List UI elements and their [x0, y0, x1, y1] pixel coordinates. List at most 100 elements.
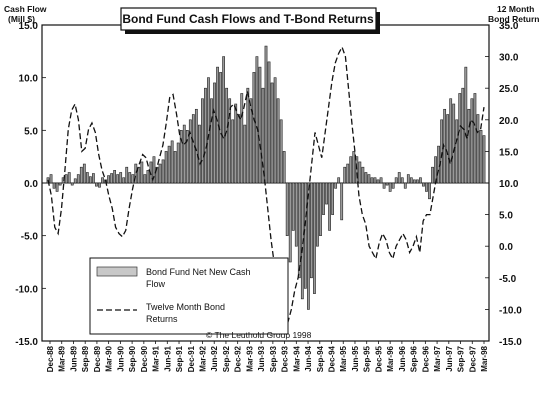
cash-flow-bar [276, 98, 280, 184]
x-tick-label: Mar-97 [433, 345, 442, 371]
x-tick-label: Dec-95 [374, 345, 383, 372]
cash-flow-bar [167, 145, 171, 184]
cash-flow-bar [240, 93, 244, 184]
x-tick-label: Mar-91 [152, 345, 161, 371]
cash-flow-bar [282, 151, 286, 184]
x-tick-label: Dec-96 [421, 345, 430, 372]
cash-flow-bar [158, 163, 162, 184]
cash-flow-bar [273, 77, 277, 184]
cash-flow-bar [176, 142, 180, 184]
cash-flow-bars [46, 45, 486, 310]
cash-flow-bar [164, 151, 168, 184]
cash-flow-bar [58, 182, 62, 186]
cash-flow-bar [261, 87, 265, 184]
x-tick-label: Sep-91 [175, 345, 184, 372]
cash-flow-bar [331, 182, 334, 215]
cash-flow-bar [64, 174, 68, 184]
right-tick-label: 30.0 [499, 53, 519, 64]
cash-flow-bar [428, 182, 431, 200]
left-tick-label: 5.0 [24, 126, 38, 137]
cash-flow-bar [455, 119, 459, 184]
right-tick-label: 20.0 [499, 116, 519, 127]
cash-flow-bar [440, 119, 443, 184]
legend: Bond Fund Net New Cash Flow Twelve Month… [89, 257, 289, 335]
x-tick-label: Sep-97 [457, 345, 466, 372]
x-tick-label: Sep-96 [410, 345, 419, 372]
right-y-axis: 12 Month Bond Return 35.0 30.0 25.0 20.0 15.… [485, 4, 539, 348]
x-tick-label: Sep-92 [222, 345, 231, 372]
cash-flow-bar [361, 166, 365, 184]
cash-flow-bar [322, 182, 325, 215]
x-axis: Dec-88 Mar-89 Jun-89 Sep-89 Dec-89 Mar-90 Jun-… [46, 341, 489, 372]
cash-flow-bar [252, 72, 256, 184]
x-tick-label: Jun-96 [398, 345, 407, 371]
cash-flow-bar [328, 182, 331, 231]
cash-flow-bar [397, 172, 401, 184]
cash-flow-bar [473, 93, 477, 184]
cash-flow-bar [182, 124, 186, 184]
cash-flow-bar [73, 178, 77, 184]
cash-flow-bar [297, 182, 301, 279]
cash-flow-bar [294, 182, 298, 247]
cash-flow-bar [279, 119, 283, 184]
cash-flow-bar [98, 182, 101, 188]
x-tick-label: Mar-92 [198, 345, 207, 371]
cash-flow-bar [340, 182, 344, 221]
cash-flow-bar [343, 166, 347, 184]
cash-flow-bar [425, 182, 428, 192]
cash-flow-bar [458, 93, 462, 184]
cash-flow-bar [170, 140, 174, 184]
cash-flow-bar [303, 182, 307, 289]
cash-flow-bar [85, 172, 89, 184]
x-tick-label: Sep-89 [81, 345, 90, 372]
x-tick-label: Dec-89 [93, 345, 102, 372]
legend-bars-label-line2: Flow [146, 279, 166, 289]
cash-flow-bar [225, 87, 229, 184]
cash-flow-bar [125, 166, 129, 184]
cash-flow-bar [391, 182, 395, 189]
cash-flow-bar [264, 45, 268, 184]
right-tick-label: 10.0 [499, 179, 519, 190]
cash-flow-bar [422, 182, 425, 187]
cash-flow-bar [431, 166, 434, 184]
x-tick-label: Mar-98 [480, 345, 489, 371]
left-y-axis: Cash Flow (Mill $) 15.0 10.0 5.0 0.0 -5.0 -10… [4, 4, 47, 348]
cash-flow-bar [373, 177, 377, 184]
cash-flow-bar [107, 175, 110, 184]
cash-flow-bar [388, 182, 392, 192]
cash-flow-bar [452, 103, 456, 184]
cash-flow-bar [113, 170, 116, 184]
left-tick-label: 10.0 [19, 74, 39, 85]
cash-flow-bar [291, 182, 295, 231]
cash-flow-bar [161, 159, 165, 184]
cash-flow-bar [92, 173, 95, 184]
right-tick-label: 0.0 [499, 242, 513, 253]
cash-flow-bar [194, 108, 198, 184]
x-tick-label: Sep-94 [316, 345, 325, 372]
cash-flow-bar [479, 130, 483, 184]
cash-flow-bar [313, 182, 316, 294]
left-tick-label: 0.0 [24, 179, 38, 190]
cash-flow-bar [385, 182, 389, 186]
right-axis-title-line1: 12 Month [497, 4, 534, 14]
cash-flow-bar [319, 182, 322, 236]
title-box: Bond Fund Cash Flows and T-Bond Returns [120, 7, 380, 34]
cash-flow-bar [188, 119, 192, 184]
cash-flow-bar [334, 182, 338, 189]
cash-flow-bar [146, 170, 150, 184]
cash-flow-bar [482, 135, 486, 184]
legend-line-label-line2: Returns [146, 314, 178, 324]
cash-flow-bar [152, 156, 156, 184]
cash-flow-bar [82, 163, 86, 184]
cash-flow-bar [352, 151, 356, 184]
cash-flow-bar [201, 98, 204, 184]
left-tick-label: -5.0 [21, 232, 39, 243]
cash-flow-bar [337, 177, 341, 184]
cash-flow-bar [409, 177, 413, 184]
cash-flow-bar [364, 172, 368, 184]
cash-flow-bar [446, 114, 450, 184]
cash-flow-bar [419, 177, 422, 184]
cash-flow-bar [134, 163, 138, 184]
x-tick-label: Jun-90 [116, 345, 125, 371]
